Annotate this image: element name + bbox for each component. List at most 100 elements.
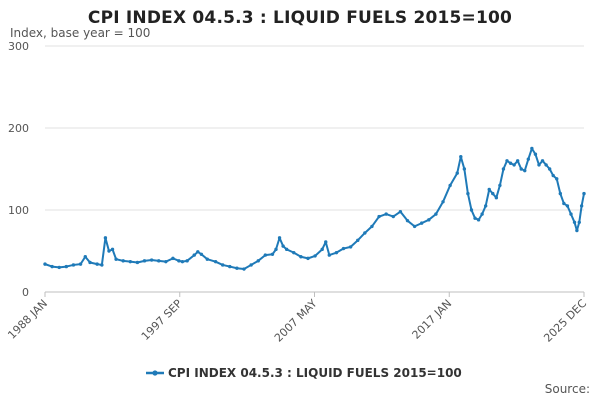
data-point[interactable] (483, 204, 488, 208)
data-point[interactable] (384, 212, 388, 216)
data-point[interactable] (180, 259, 185, 264)
data-point[interactable] (356, 238, 360, 243)
data-point[interactable] (427, 218, 431, 222)
data-point[interactable] (341, 246, 346, 251)
data-point[interactable] (313, 254, 317, 258)
data-point[interactable] (540, 159, 545, 163)
data-point[interactable] (88, 260, 92, 265)
data-point[interactable] (441, 200, 445, 204)
data-point[interactable] (43, 262, 47, 266)
data-point[interactable] (391, 214, 395, 219)
data-point[interactable] (228, 264, 232, 269)
data-point[interactable] (434, 212, 438, 216)
data-point[interactable] (547, 167, 552, 171)
data-point[interactable] (196, 250, 200, 254)
data-point[interactable] (142, 259, 147, 263)
data-point[interactable] (306, 256, 310, 261)
data-point[interactable] (249, 263, 253, 267)
data-point[interactable] (363, 231, 367, 235)
data-point[interactable] (519, 167, 523, 171)
data-point[interactable] (320, 247, 324, 252)
data-point[interactable] (171, 256, 175, 261)
data-point[interactable] (213, 259, 218, 264)
data-point[interactable] (398, 209, 403, 214)
data-point[interactable] (164, 259, 168, 264)
data-point[interactable] (523, 168, 527, 173)
data-point[interactable] (512, 163, 516, 167)
data-point[interactable] (459, 155, 463, 159)
data-point[interactable] (78, 262, 83, 266)
data-point[interactable] (242, 267, 246, 271)
data-point[interactable] (110, 247, 115, 252)
data-point[interactable] (579, 204, 584, 208)
data-point[interactable] (569, 212, 573, 216)
data-point[interactable] (473, 216, 477, 220)
data-point[interactable] (515, 159, 520, 163)
data-point[interactable] (537, 163, 541, 167)
data-point[interactable] (466, 191, 470, 196)
data-point[interactable] (281, 244, 285, 248)
data-point[interactable] (487, 187, 491, 192)
data-point[interactable] (348, 245, 353, 249)
data-point[interactable] (185, 259, 189, 263)
data-point[interactable] (50, 264, 54, 269)
data-point[interactable] (95, 262, 99, 266)
data-point[interactable] (572, 220, 577, 224)
data-point[interactable] (508, 161, 513, 165)
data-point[interactable] (480, 212, 484, 216)
data-point[interactable] (327, 253, 332, 257)
data-point[interactable] (324, 240, 328, 244)
data-point[interactable] (277, 236, 282, 240)
data-point[interactable] (71, 263, 76, 267)
data-point[interactable] (558, 191, 563, 196)
data-point[interactable] (135, 260, 140, 265)
data-point[interactable] (491, 191, 495, 196)
data-point[interactable] (494, 196, 499, 200)
data-point[interactable] (199, 252, 204, 256)
data-point[interactable] (555, 177, 559, 181)
data-point[interactable] (448, 183, 452, 188)
data-point[interactable] (377, 214, 381, 219)
data-point[interactable] (274, 247, 278, 252)
data-point[interactable] (57, 265, 61, 270)
data-point[interactable] (334, 250, 339, 255)
data-point[interactable] (270, 252, 275, 256)
data-point[interactable] (412, 224, 417, 229)
data-point[interactable] (235, 266, 239, 270)
data-point[interactable] (469, 208, 474, 212)
data-point[interactable] (263, 253, 268, 257)
data-point[interactable] (562, 201, 566, 206)
data-point[interactable] (299, 255, 303, 259)
data-point[interactable] (565, 204, 570, 208)
data-point[interactable] (370, 224, 374, 229)
data-point[interactable] (157, 259, 161, 263)
data-point[interactable] (192, 253, 196, 257)
data-point[interactable] (476, 218, 481, 222)
data-point[interactable] (121, 259, 125, 263)
data-point[interactable] (220, 263, 225, 267)
data-point[interactable] (256, 259, 260, 263)
data-point[interactable] (551, 173, 555, 178)
data-point[interactable] (575, 228, 579, 233)
data-point[interactable] (420, 221, 424, 225)
data-point[interactable] (100, 263, 104, 267)
data-point[interactable] (462, 167, 467, 171)
legend[interactable]: CPI INDEX 04.5.3 : LIQUID FUELS 2015=100 (146, 366, 462, 380)
data-point[interactable] (530, 146, 534, 151)
data-point[interactable] (533, 152, 538, 156)
data-point[interactable] (284, 247, 289, 252)
data-point[interactable] (498, 183, 502, 188)
data-point[interactable] (128, 259, 132, 264)
data-point[interactable] (205, 257, 209, 261)
data-point[interactable] (501, 167, 506, 171)
data-point[interactable] (577, 220, 581, 224)
data-point[interactable] (405, 218, 410, 223)
data-point[interactable] (103, 236, 108, 240)
data-point[interactable] (544, 163, 548, 167)
data-point[interactable] (107, 249, 111, 253)
data-point[interactable] (526, 157, 531, 161)
data-point[interactable] (149, 258, 154, 262)
data-point[interactable] (505, 159, 509, 163)
data-point[interactable] (455, 171, 459, 175)
data-point[interactable] (177, 259, 181, 263)
